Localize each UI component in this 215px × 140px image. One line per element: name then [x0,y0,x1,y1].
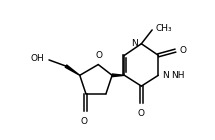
Text: NH: NH [171,71,184,80]
Text: CH₃: CH₃ [155,24,172,33]
Text: N: N [131,39,138,48]
Text: O: O [81,117,88,126]
Text: O: O [179,46,186,55]
Text: OH: OH [31,54,44,63]
Text: O: O [138,109,145,118]
Text: N: N [162,71,169,80]
Polygon shape [65,65,80,75]
Text: O: O [95,51,103,60]
Polygon shape [112,74,124,77]
